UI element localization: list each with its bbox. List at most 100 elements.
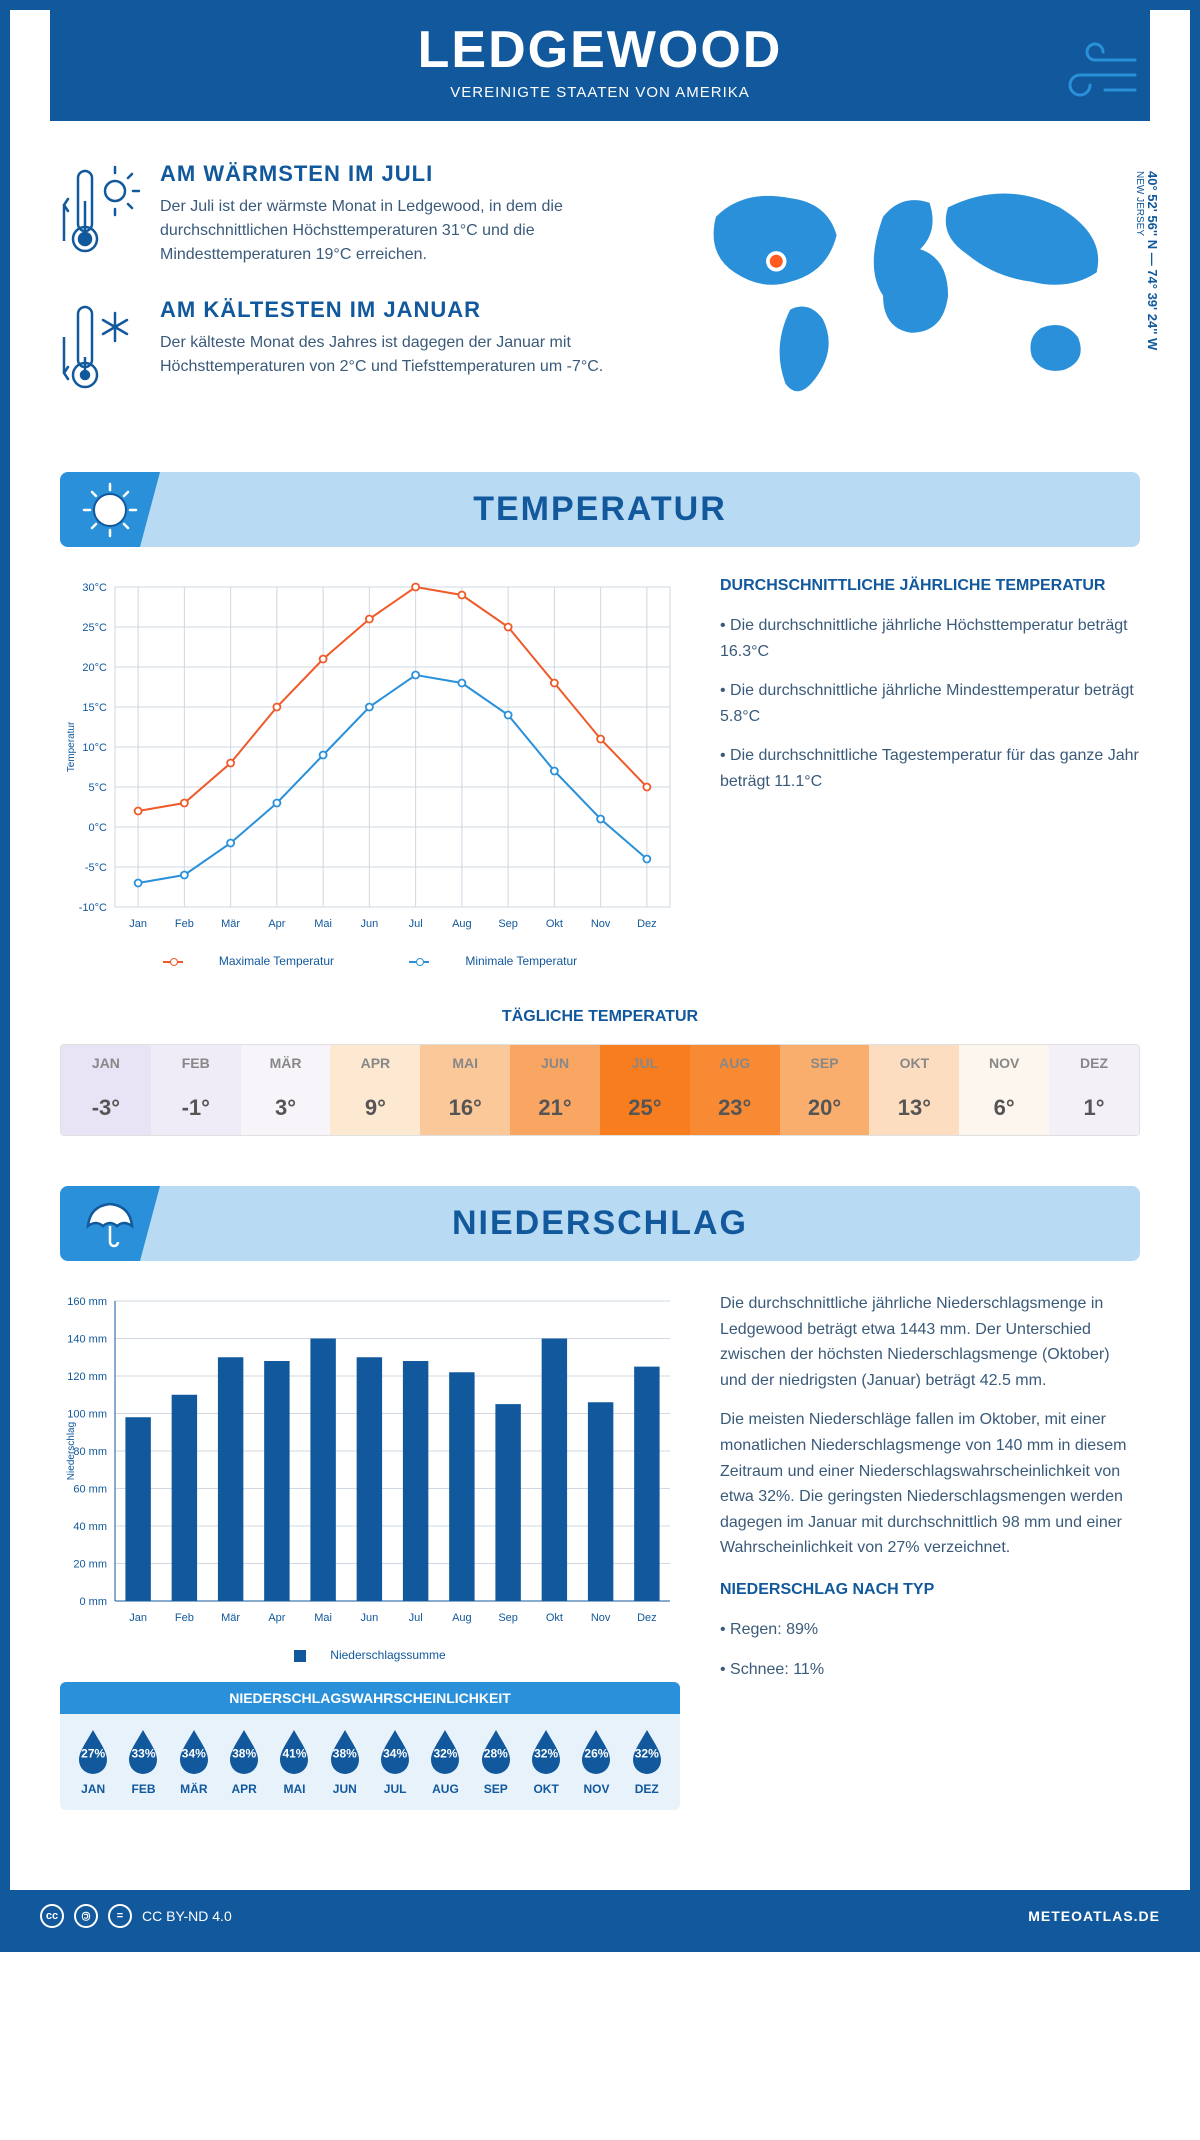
wind-icon-right — [1050, 40, 1140, 115]
warmest-text: AM WÄRMSTEN IM JULI Der Juli ist der wär… — [160, 161, 633, 267]
raindrop-icon: 26% — [576, 1728, 616, 1776]
temp-cell-month: NOV — [959, 1045, 1049, 1081]
svg-text:Mai: Mai — [314, 1612, 332, 1624]
svg-text:0°C: 0°C — [89, 822, 108, 834]
svg-text:Sep: Sep — [498, 918, 518, 930]
prob-value: 34% — [383, 1746, 407, 1760]
prob-cell: 26% NOV — [571, 1728, 621, 1796]
main-content: AM WÄRMSTEN IM JULI Der Juli ist der wär… — [10, 121, 1190, 1890]
temp-cell-month: JAN — [61, 1045, 151, 1081]
temp-info-b3: • Die durchschnittliche Tagestemperatur … — [720, 743, 1140, 794]
temp-cell-month: MÄR — [241, 1045, 331, 1081]
license-block: cc 🄯 = CC BY-ND 4.0 — [40, 1904, 232, 1928]
svg-text:Dez: Dez — [637, 918, 657, 930]
temp-info-b2: • Die durchschnittliche jährliche Mindes… — [720, 678, 1140, 729]
temp-cell-value: 9° — [330, 1081, 420, 1135]
precip-probability: NIEDERSCHLAGSWAHRSCHEINLICHKEIT 27%JAN33… — [60, 1682, 680, 1810]
prob-value: 32% — [635, 1746, 659, 1760]
precipitation-banner: NIEDERSCHLAG — [60, 1186, 1140, 1261]
temp-cell: SEP20° — [780, 1045, 870, 1135]
temp-cell: AUG23° — [690, 1045, 780, 1135]
raindrop-icon: 34% — [174, 1728, 214, 1776]
svg-text:Feb: Feb — [175, 918, 194, 930]
svg-text:5°C: 5°C — [89, 782, 108, 794]
svg-text:25°C: 25°C — [82, 622, 107, 634]
svg-text:Jun: Jun — [361, 1612, 379, 1624]
prob-month: MÄR — [169, 1782, 219, 1796]
raindrop-icon: 33% — [123, 1728, 163, 1776]
svg-text:Jan: Jan — [129, 918, 147, 930]
precipitation-info: Die durchschnittliche jährliche Niedersc… — [720, 1291, 1140, 1810]
coldest-title: AM KÄLTESTEN IM JANUAR — [160, 297, 633, 323]
svg-text:Nov: Nov — [591, 1612, 611, 1624]
prob-month: NOV — [571, 1782, 621, 1796]
coordinates: 40° 52' 56'' N — 74° 39' 24'' W — [1145, 171, 1160, 350]
prob-cell: 38% APR — [219, 1728, 269, 1796]
coldest-text: AM KÄLTESTEN IM JANUAR Der kälteste Mona… — [160, 297, 633, 402]
intro-section: AM WÄRMSTEN IM JULI Der Juli ist der wär… — [60, 161, 1140, 432]
nd-icon: = — [108, 1904, 132, 1928]
temp-cell: JUN21° — [510, 1045, 600, 1135]
precip-type-snow: • Schnee: 11% — [720, 1657, 1140, 1683]
prob-value: 33% — [131, 1746, 155, 1760]
svg-text:Apr: Apr — [268, 1612, 285, 1624]
coldest-body: Der kälteste Monat des Jahres ist dagege… — [160, 331, 633, 379]
prob-cell: 38%JUN — [320, 1728, 370, 1796]
temp-cell: FEB-1° — [151, 1045, 241, 1135]
svg-text:Jun: Jun — [361, 918, 379, 930]
country-subtitle: VEREINIGTE STAATEN VON AMERIKA — [70, 84, 1130, 101]
coldest-fact: AM KÄLTESTEN IM JANUAR Der kälteste Mona… — [60, 297, 633, 402]
prob-month: SEP — [471, 1782, 521, 1796]
temp-cell-value: 21° — [510, 1081, 600, 1135]
svg-text:160 mm: 160 mm — [67, 1296, 107, 1308]
warmest-body: Der Juli ist der wärmste Monat in Ledgew… — [160, 195, 633, 267]
temp-cell-month: MAI — [420, 1045, 510, 1081]
svg-text:30°C: 30°C — [82, 582, 107, 594]
temperature-info: DURCHSCHNITTLICHE JÄHRLICHE TEMPERATUR •… — [720, 577, 1140, 968]
svg-text:Sep: Sep — [498, 1612, 518, 1624]
prob-month: JUL — [370, 1782, 420, 1796]
title-banner: LEDGEWOOD VEREINIGTE STAATEN VON AMERIKA — [50, 10, 1150, 121]
location-marker-icon — [770, 255, 783, 268]
precipitation-chart-row: 0 mm20 mm40 mm60 mm80 mm100 mm120 mm140 … — [60, 1291, 1140, 1810]
header-row: LEDGEWOOD VEREINIGTE STAATEN VON AMERIKA — [10, 10, 1190, 121]
location-title: LEDGEWOOD — [70, 20, 1130, 80]
prob-value: 38% — [232, 1746, 256, 1760]
prob-value: 27% — [81, 1746, 105, 1760]
svg-text:Mär: Mär — [221, 1612, 240, 1624]
temp-cell-value: 23° — [690, 1081, 780, 1135]
temp-cell-month: APR — [330, 1045, 420, 1081]
prob-cell: 28%SEP — [471, 1728, 521, 1796]
svg-text:Apr: Apr — [268, 918, 285, 930]
temp-cell-value: 16° — [420, 1081, 510, 1135]
prob-value: 34% — [182, 1746, 206, 1760]
temp-cell: NOV6° — [959, 1045, 1049, 1135]
svg-text:Aug: Aug — [452, 918, 472, 930]
prob-cell: 32%OKT — [521, 1728, 571, 1796]
temp-cell-value: 25° — [600, 1081, 690, 1135]
svg-text:Jul: Jul — [409, 918, 423, 930]
legend-precip: Niederschlagssumme — [330, 1648, 445, 1662]
temp-cell-month: DEZ — [1049, 1045, 1139, 1081]
precipitation-bar-chart: 0 mm20 mm40 mm60 mm80 mm100 mm120 mm140 … — [60, 1291, 680, 1810]
svg-text:-5°C: -5°C — [85, 862, 107, 874]
prob-cell: 34% JUL — [370, 1728, 420, 1796]
temp-cell-value: 6° — [959, 1081, 1049, 1135]
site-name: METEOATLAS.DE — [1028, 1908, 1160, 1924]
prob-value: 38% — [333, 1746, 357, 1760]
svg-text:Okt: Okt — [546, 1612, 563, 1624]
svg-text:100 mm: 100 mm — [67, 1409, 107, 1421]
prob-value: 41% — [282, 1746, 306, 1760]
precipitation-heading: NIEDERSCHLAG — [78, 1204, 1122, 1243]
temp-cell-value: -3° — [61, 1081, 151, 1135]
svg-text:Mär: Mär — [221, 918, 240, 930]
legend-min: Minimale Temperatur — [465, 954, 577, 968]
temperature-chart-row: -10°C-5°C0°C5°C10°C15°C20°C25°C30°CJanFe… — [60, 577, 1140, 968]
temp-cell-month: OKT — [869, 1045, 959, 1081]
temp-cell: JUL25° — [600, 1045, 690, 1135]
daily-temp-title: TÄGLICHE TEMPERATUR — [60, 1008, 1140, 1026]
svg-text:80 mm: 80 mm — [73, 1446, 107, 1458]
svg-text:Dez: Dez — [637, 1612, 657, 1624]
prob-month: APR — [219, 1782, 269, 1796]
prob-cell: 33%FEB — [118, 1728, 168, 1796]
